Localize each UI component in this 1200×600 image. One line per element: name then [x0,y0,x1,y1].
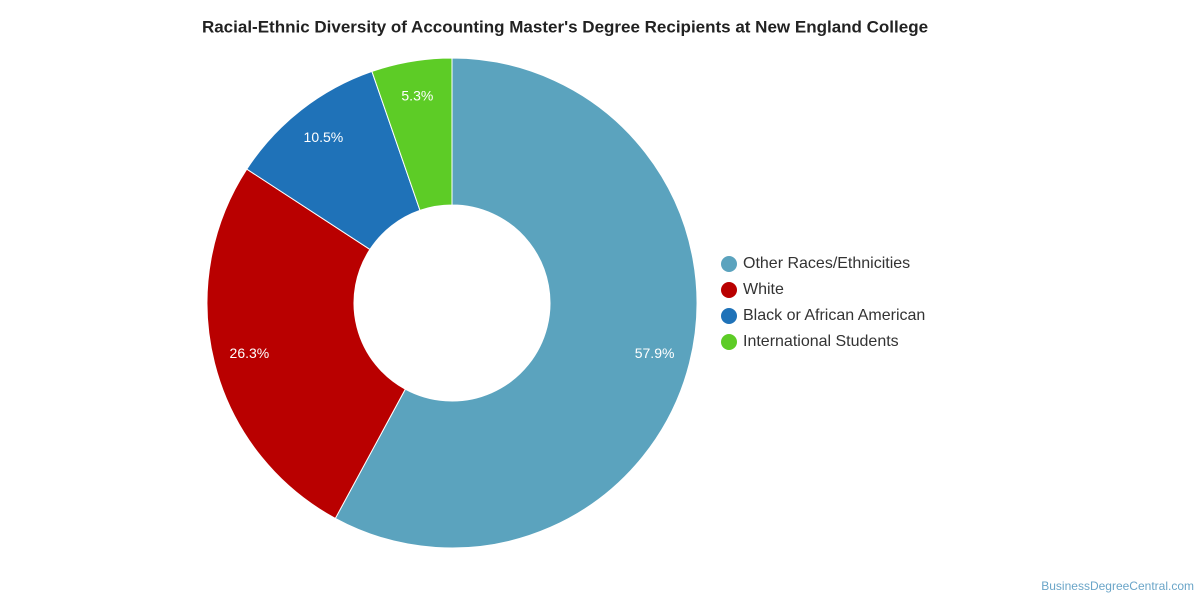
legend-label: International Students [743,333,899,350]
data-label: 57.9% [635,345,675,361]
donut-slice [334,57,698,549]
legend-swatch [721,282,737,298]
donut-slice [371,57,453,212]
source-credit: BusinessDegreeCentral.com [1041,579,1194,593]
legend-swatch [721,256,737,272]
legend-swatch [721,308,737,324]
legend-swatch [721,334,737,350]
donut-slice [206,168,407,520]
legend-label: Other Races/Ethnicities [743,255,910,272]
data-label: 10.5% [304,129,344,145]
data-label: 26.3% [230,345,270,361]
legend-label: White [743,281,784,298]
data-label: 5.3% [401,88,433,104]
donut-slice [246,70,421,251]
chart-title: Racial-Ethnic Diversity of Accounting Ma… [202,17,928,36]
legend-label: Black or African American [743,307,925,324]
